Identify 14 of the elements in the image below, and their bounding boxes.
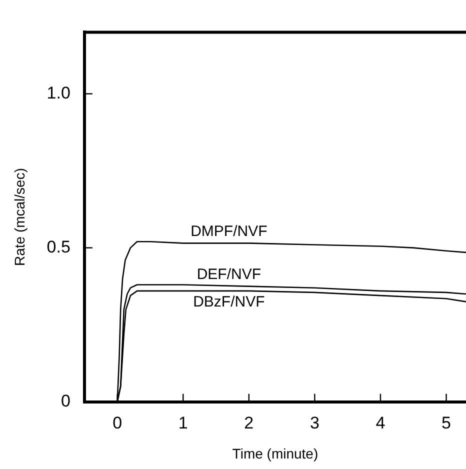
series-label: DBzF/NVF xyxy=(193,294,265,311)
x-tick-label: 2 xyxy=(244,414,254,433)
x-axis-title: Time (minute) xyxy=(232,445,318,462)
y-axis-title: Rate (mcal/sec) xyxy=(11,168,28,266)
x-tick-label: 1 xyxy=(178,414,188,433)
y-tick-label: 1.0 xyxy=(46,83,70,102)
series-label: DMPF/NVF xyxy=(190,222,268,240)
y-tick-label: 0 xyxy=(60,391,70,410)
x-tick-label: 4 xyxy=(376,414,386,433)
x-tick-label: 3 xyxy=(310,414,320,433)
x-tick-label: 5 xyxy=(442,414,451,433)
y-tick-label: 0.5 xyxy=(46,237,70,256)
x-tick-label: 0 xyxy=(112,414,122,433)
series-label: DEF/NVF xyxy=(196,266,261,283)
